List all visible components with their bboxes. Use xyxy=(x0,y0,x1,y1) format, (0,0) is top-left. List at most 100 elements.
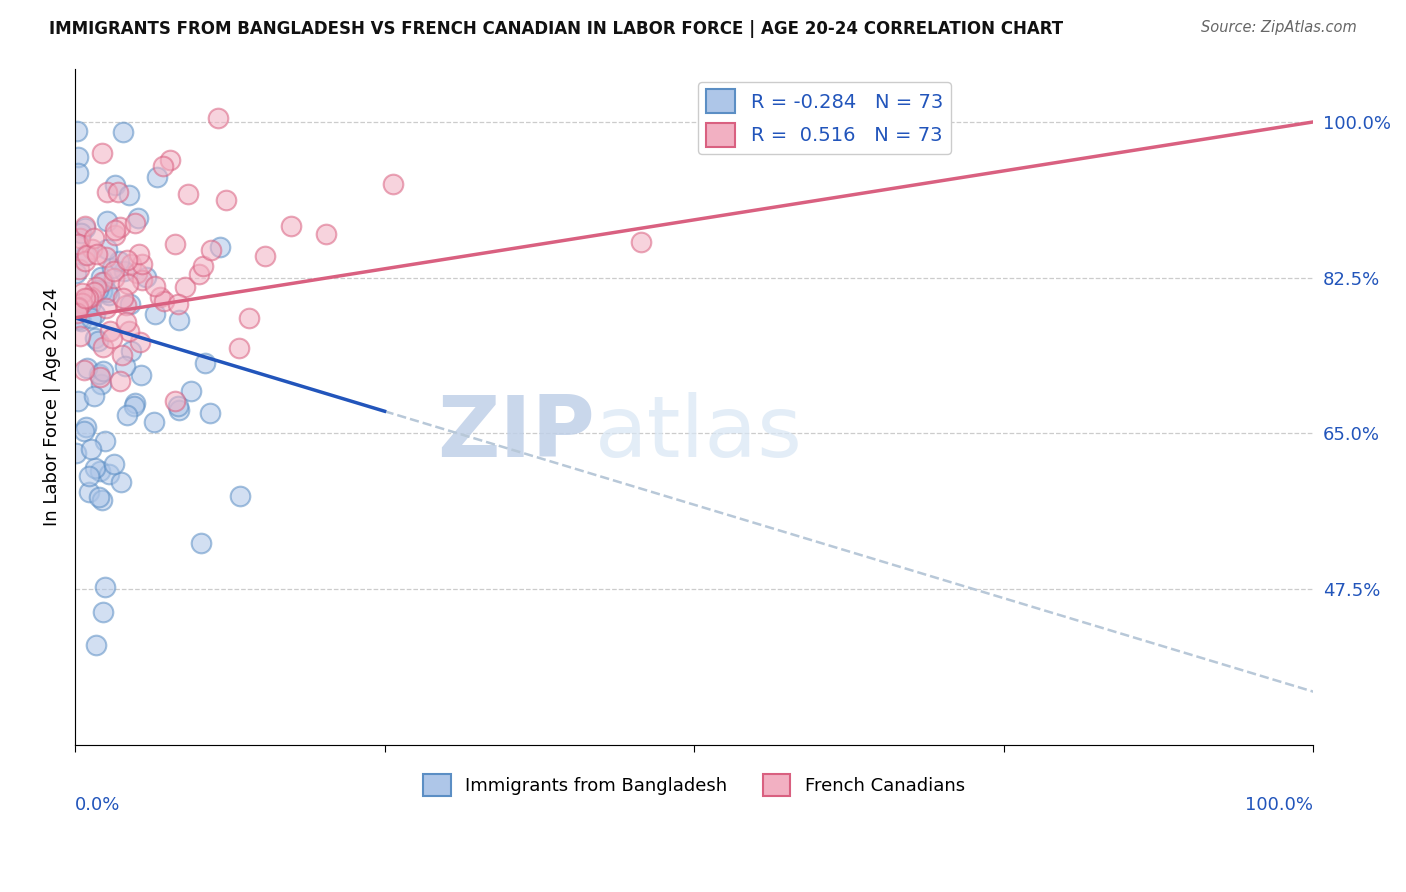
Point xyxy=(280,219,302,233)
Point xyxy=(108,374,131,388)
Point xyxy=(180,384,202,398)
Point xyxy=(96,251,118,265)
Point xyxy=(110,475,132,489)
Text: ZIP: ZIP xyxy=(437,392,595,475)
Point xyxy=(209,240,232,254)
Point xyxy=(214,194,236,208)
Point xyxy=(152,159,174,173)
Point xyxy=(84,279,107,293)
Point xyxy=(167,402,190,417)
Point xyxy=(87,334,110,348)
Point xyxy=(129,368,152,383)
Point xyxy=(67,393,90,408)
Point xyxy=(83,330,105,344)
Point xyxy=(111,125,134,139)
Point xyxy=(143,279,166,293)
Point xyxy=(118,324,141,338)
Text: 0.0%: 0.0% xyxy=(75,796,121,814)
Point xyxy=(96,285,118,299)
Point xyxy=(112,263,135,277)
Point xyxy=(131,257,153,271)
Point xyxy=(87,283,110,297)
Point xyxy=(101,260,124,275)
Point xyxy=(83,231,105,245)
Point xyxy=(70,314,93,328)
Point xyxy=(131,273,153,287)
Point xyxy=(107,185,129,199)
Point xyxy=(104,223,127,237)
Point xyxy=(91,340,114,354)
Point xyxy=(382,178,405,192)
Point xyxy=(111,292,134,306)
Point xyxy=(70,296,93,310)
Point xyxy=(65,446,87,460)
Point xyxy=(120,297,142,311)
Point xyxy=(253,249,276,263)
Point xyxy=(114,359,136,373)
Point xyxy=(630,235,652,249)
Point xyxy=(200,243,222,257)
Point xyxy=(98,287,121,301)
Point xyxy=(103,457,125,471)
Point xyxy=(73,363,96,377)
Point xyxy=(117,187,139,202)
Y-axis label: In Labor Force | Age 20-24: In Labor Force | Age 20-24 xyxy=(44,287,60,526)
Point xyxy=(166,400,188,414)
Point xyxy=(207,111,229,125)
Point xyxy=(94,434,117,448)
Point xyxy=(143,307,166,321)
Point xyxy=(84,461,107,475)
Point xyxy=(77,484,100,499)
Point xyxy=(108,220,131,235)
Point xyxy=(315,227,337,242)
Point xyxy=(72,424,94,438)
Point xyxy=(94,580,117,594)
Point xyxy=(90,270,112,285)
Point xyxy=(84,307,107,321)
Point xyxy=(153,294,176,309)
Point xyxy=(124,396,146,410)
Point xyxy=(120,344,142,359)
Point xyxy=(91,492,114,507)
Point xyxy=(129,335,152,350)
Point xyxy=(89,370,111,384)
Point xyxy=(75,419,97,434)
Text: atlas: atlas xyxy=(595,392,803,475)
Point xyxy=(96,242,118,256)
Point xyxy=(167,296,190,310)
Point xyxy=(66,166,89,180)
Point xyxy=(82,243,104,257)
Point xyxy=(228,341,250,355)
Point xyxy=(135,270,157,285)
Point xyxy=(163,236,186,251)
Point xyxy=(66,301,89,315)
Point xyxy=(142,415,165,429)
Point xyxy=(83,389,105,403)
Point xyxy=(70,226,93,240)
Point xyxy=(86,247,108,261)
Point xyxy=(73,253,96,268)
Point xyxy=(128,247,150,261)
Point xyxy=(90,275,112,289)
Point xyxy=(187,267,209,281)
Point xyxy=(80,295,103,310)
Point xyxy=(229,489,252,503)
Point xyxy=(67,312,90,326)
Point xyxy=(94,301,117,315)
Point xyxy=(107,254,129,268)
Point xyxy=(104,178,127,193)
Point xyxy=(115,315,138,329)
Point xyxy=(80,442,103,456)
Point xyxy=(163,393,186,408)
Text: 100.0%: 100.0% xyxy=(1246,796,1313,814)
Point xyxy=(65,266,87,280)
Point xyxy=(191,259,214,273)
Point xyxy=(238,311,260,326)
Point xyxy=(91,364,114,378)
Point xyxy=(115,253,138,268)
Legend: Immigrants from Bangladesh, French Canadians: Immigrants from Bangladesh, French Canad… xyxy=(416,767,972,804)
Text: Source: ZipAtlas.com: Source: ZipAtlas.com xyxy=(1201,20,1357,35)
Point xyxy=(83,285,105,299)
Point xyxy=(73,248,96,262)
Point xyxy=(73,291,96,305)
